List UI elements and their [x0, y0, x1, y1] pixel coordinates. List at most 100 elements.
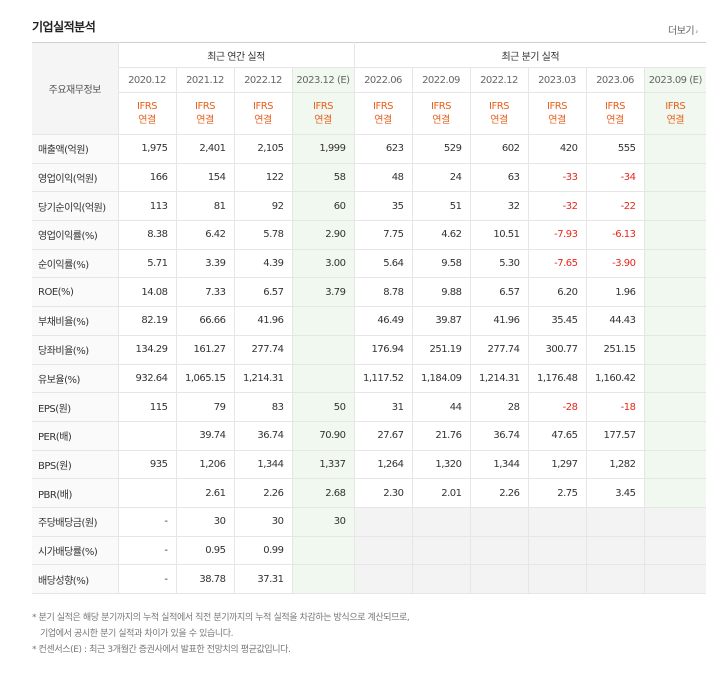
table-cell — [644, 191, 707, 222]
table-cell — [644, 506, 707, 537]
period-header: 2022.12 — [234, 67, 293, 93]
table-cell: 1,214.31 — [234, 364, 293, 394]
more-link[interactable]: 더보기› — [668, 22, 698, 37]
row-label: BPS(원) — [32, 450, 119, 480]
basis-header: IFRS 연결 — [470, 92, 529, 135]
table-cell: 935 — [118, 450, 177, 480]
table-cell: 932.64 — [118, 364, 177, 394]
table-cell: 161.27 — [176, 335, 235, 365]
table-cell: 602 — [470, 134, 529, 164]
table-cell — [528, 564, 587, 594]
table-cell: 24 — [412, 163, 471, 193]
row-label: PER(배) — [32, 421, 119, 451]
table-cell: 2,105 — [234, 134, 293, 164]
table-row: 유보율(%) 932.64 1,065.15 1,214.31 1,117.52 1,18… — [32, 364, 707, 394]
row-label: 부채비율(%) — [32, 306, 119, 336]
table-cell: 30 — [234, 506, 293, 537]
period-header: 2023.12 (E) — [292, 67, 355, 93]
table-row: ROE(%) 14.08 7.33 6.57 3.79 8.78 9.88 6.57 6.20 1… — [32, 277, 707, 308]
row-label: ROE(%) — [32, 277, 119, 308]
table-cell: 58 — [292, 163, 355, 193]
table-cell — [353, 536, 413, 566]
table-cell: 31 — [353, 392, 413, 422]
table-cell: 177.57 — [586, 421, 645, 451]
table-cell: 5.64 — [353, 249, 413, 279]
table-cell — [412, 506, 471, 537]
table-row: 당좌비율(%) 134.29 161.27 277.74 176.94 251.19 277… — [32, 335, 707, 365]
table-cell — [292, 364, 355, 394]
table-cell: 6.42 — [176, 220, 235, 250]
basis-header: IFRS 연결 — [412, 92, 471, 135]
page-title: 기업실적분석 — [32, 20, 96, 34]
row-label: PBR(배) — [32, 478, 119, 508]
table-cell — [644, 134, 707, 164]
quarter-group-header: 최근 분기 실적 — [354, 42, 707, 68]
table-cell: 4.62 — [412, 220, 471, 250]
table-cell: 1,206 — [176, 450, 235, 480]
row-label: 당좌비율(%) — [32, 335, 119, 365]
row-label: 매출액(억원) — [32, 134, 119, 164]
table-cell: 3.00 — [292, 249, 355, 279]
table-cell: -7.65 — [528, 249, 587, 279]
table-cell — [644, 536, 707, 566]
table-cell: 48 — [353, 163, 413, 193]
table-cell: 37.31 — [234, 564, 293, 594]
footnote-1: * 분기 실적은 해당 분기까지의 누적 실적에서 직전 분기까지의 누적 실적… — [32, 613, 410, 623]
table-cell: 27.67 — [353, 421, 413, 451]
table-cell: 1,117.52 — [353, 364, 413, 394]
table-row: 당기순이익(억원) 113 81 92 60 35 51 32 -32 -22 — [32, 191, 707, 222]
basis-ifrs: IFRS — [373, 100, 394, 112]
table-cell — [644, 249, 707, 279]
table-cell: 6.57 — [234, 277, 293, 308]
basis-ifrs: IFRS — [605, 100, 626, 112]
table-cell: 41.96 — [234, 306, 293, 336]
table-cell: 0.99 — [234, 536, 293, 566]
table-cell: 154 — [176, 163, 235, 193]
table-cell — [292, 335, 355, 365]
basis-consolidated: 연결 — [666, 114, 685, 126]
table-cell: 44 — [412, 392, 471, 422]
basis-header: IFRS 연결 — [353, 92, 413, 135]
table-cell: -34 — [586, 163, 645, 193]
table-cell — [353, 564, 413, 594]
table-cell: - — [118, 564, 177, 594]
row-label: EPS(원) — [32, 392, 119, 422]
table-row: 영업이익률(%) 8.38 6.42 5.78 2.90 7.75 4.62 10.51 -7.… — [32, 220, 707, 250]
table-cell: 39.87 — [412, 306, 471, 336]
table-cell: 51 — [412, 191, 471, 222]
row-label: 유보율(%) — [32, 364, 119, 394]
table-cell: 1,184.09 — [412, 364, 471, 394]
table-row: 순이익률(%) 5.71 3.39 4.39 3.00 5.64 9.58 5.30 -7.65… — [32, 249, 707, 279]
table-cell: 555 — [586, 134, 645, 164]
table-row: EPS(원) 115 79 83 50 31 44 28 -28 -18 — [32, 392, 707, 422]
table-cell: 6.57 — [470, 277, 529, 308]
basis-ifrs: IFRS — [547, 100, 568, 112]
table-cell: 2.90 — [292, 220, 355, 250]
basis-consolidated: 연결 — [432, 114, 450, 126]
table-cell: 1,264 — [353, 450, 413, 480]
table-cell — [118, 478, 177, 508]
table-cell: 60 — [292, 191, 355, 222]
row-label: 영업이익(억원) — [32, 163, 119, 193]
table-cell: 529 — [412, 134, 471, 164]
table-cell: 2.26 — [470, 478, 529, 508]
table-cell: 134.29 — [118, 335, 177, 365]
period-header: 2022.06 — [353, 67, 413, 93]
table-cell — [644, 277, 707, 308]
table-cell: 81 — [176, 191, 235, 222]
table-cell: -7.93 — [528, 220, 587, 250]
table-cell — [586, 564, 645, 594]
table-cell: 32 — [470, 191, 529, 222]
table-cell: 21.76 — [412, 421, 471, 451]
table-row: 부채비율(%) 82.19 66.66 41.96 46.49 39.87 41.96 35.… — [32, 306, 707, 336]
table-row: 배당성향(%) -38.78 37.31 — [32, 564, 707, 594]
table-cell: 2.61 — [176, 478, 235, 508]
table-cell — [412, 564, 471, 594]
period-header: 2021.12 — [176, 67, 235, 93]
table-cell — [644, 478, 707, 508]
footnote-2: 기업에서 공시한 분기 실적과 차이가 있을 수 있습니다. — [40, 629, 234, 639]
table-cell — [644, 421, 707, 451]
table-cell: 1,975 — [118, 134, 177, 164]
table-cell: 6.20 — [528, 277, 587, 308]
row-label: 순이익률(%) — [32, 249, 119, 279]
